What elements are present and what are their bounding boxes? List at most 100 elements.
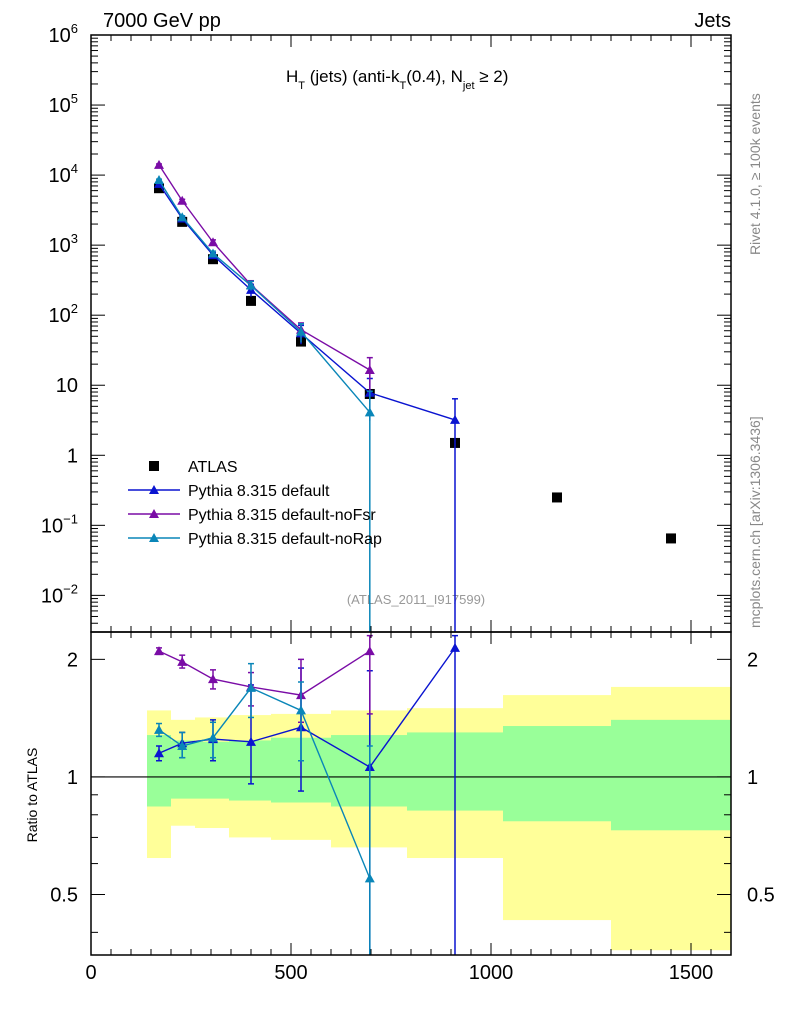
noRap-point-0 xyxy=(154,175,164,185)
legend: ATLAS Pythia 8.315 default Pythia 8.315 de… xyxy=(128,459,382,548)
noRap-ratio-line xyxy=(158,687,371,879)
main-plot-series xyxy=(154,159,676,632)
legend-label-default: Pythia 8.315 default xyxy=(188,483,330,500)
main-y-tick-label-4: 102 xyxy=(49,301,78,327)
atlas-data-point-3 xyxy=(246,295,256,306)
ratio-band-inner-7 xyxy=(503,726,611,822)
x-tick-label-0: 0 xyxy=(85,962,96,984)
main-y-tick-base-7: 10 xyxy=(41,515,63,537)
ratio-band-inner-3 xyxy=(229,740,271,801)
main-y-tick-base-8: 10 xyxy=(41,585,63,607)
noFsr-ratio-point-2 xyxy=(208,674,218,684)
main-y-tick-base-3: 10 xyxy=(49,235,71,257)
atlas-data-point-2 xyxy=(208,254,218,265)
noFsr-ratio-point-0 xyxy=(154,646,164,656)
main-y-tick-exp-3: 3 xyxy=(71,231,78,246)
noRap-ratio-point-3 xyxy=(246,682,256,692)
x-tick-label-1500: 1500 xyxy=(669,962,714,984)
main-y-tick-label-8: 10−2 xyxy=(41,581,78,607)
noRap-line xyxy=(158,179,371,413)
main-y-tick-base-1: 10 xyxy=(49,95,71,117)
ratio-y-tick-label-left-2: 2 xyxy=(67,649,78,671)
ratio-uncertainty-bands xyxy=(91,686,731,951)
noFsr-point-1 xyxy=(177,195,188,205)
title-part-t1: T xyxy=(298,80,305,92)
title-part-mid2: (0.4), N xyxy=(406,67,463,86)
default-point-6 xyxy=(450,414,460,424)
main-plot-title: HT (jets) (anti-kT(0.4), Njet ≥ 2) xyxy=(286,67,508,92)
main-y-tick-exp-1: 5 xyxy=(71,91,78,106)
rivet-version-label: Rivet 4.1.0, ≥ 100k events xyxy=(747,93,763,255)
title-part-t2: T xyxy=(399,80,406,92)
mcplots-reference-label: mcplots.cern.ch [arXiv:1306.3436] xyxy=(747,416,763,628)
noFsr-point-2 xyxy=(208,237,218,247)
legend-marker-noRap xyxy=(149,533,159,542)
ratio-band-inner-1 xyxy=(171,740,195,799)
main-y-tick-label-0: 106 xyxy=(49,21,78,47)
ratio-band-inner-8 xyxy=(611,719,731,831)
ratio-y-tick-label-right-1: 1 xyxy=(747,767,758,789)
title-part-jet: jet xyxy=(462,80,475,92)
header-energy-label: 7000 GeV pp xyxy=(103,10,221,32)
noFsr-ratio-point-1 xyxy=(177,656,188,666)
main-y-tick-exp-2: 4 xyxy=(71,161,78,176)
legend-label-noFsr: Pythia 8.315 default-noFsr xyxy=(188,507,376,524)
noRap-ratio-point-4 xyxy=(296,705,306,715)
main-y-tick-base-6: 1 xyxy=(67,445,78,467)
legend-label-noRap: Pythia 8.315 default-noRap xyxy=(188,531,382,548)
legend-marker-atlas xyxy=(149,461,159,471)
noRap-ratio-point-2 xyxy=(208,732,218,742)
noFsr-ratio-line xyxy=(158,650,371,696)
noRap-point-3 xyxy=(246,280,256,290)
noRap-point-2 xyxy=(208,248,218,258)
main-y-tick-base-4: 10 xyxy=(49,305,71,327)
ratio-plot-series xyxy=(154,634,460,955)
main-y-tick-exp-0: 6 xyxy=(71,21,78,36)
noRap-ratio-point-0 xyxy=(154,724,164,734)
main-y-tick-exp-7: −1 xyxy=(63,511,78,526)
main-y-tick-label-3: 103 xyxy=(49,231,78,257)
default-ratio-point-6 xyxy=(450,642,460,652)
x-tick-label-500: 500 xyxy=(274,962,307,984)
main-y-tick-base-5: 10 xyxy=(56,375,78,397)
legend-marker-noFsr xyxy=(149,509,159,518)
ratio-y-tick-label-left-0.5: 0.5 xyxy=(50,885,78,907)
noRap-ratio-point-1 xyxy=(177,741,188,751)
title-part-tail: ≥ 2) xyxy=(475,67,509,86)
title-part-h: H xyxy=(286,67,298,86)
title-part-mid1: (jets) (anti-k xyxy=(305,67,400,86)
main-y-tick-base-2: 10 xyxy=(49,165,71,187)
main-y-tick-label-1: 105 xyxy=(49,91,78,117)
x-tick-label-1000: 1000 xyxy=(469,962,514,984)
main-y-tick-label-5: 10 xyxy=(56,375,78,397)
noRap-ratio-point-5 xyxy=(364,873,375,883)
noRap-point-5 xyxy=(364,407,375,417)
main-plot-frame xyxy=(90,34,732,633)
atlas-data-point-8 xyxy=(666,533,676,544)
main-y-tick-exp-4: 2 xyxy=(71,301,78,316)
ratio-band-inner-2 xyxy=(195,741,229,799)
header-process-label: Jets xyxy=(694,10,731,32)
noFsr-ratio-point-5 xyxy=(364,646,375,656)
ratio-y-tick-label-left-1: 1 xyxy=(67,767,78,789)
legend-label-atlas: ATLAS xyxy=(188,459,238,476)
atlas-data-point-7 xyxy=(552,492,562,503)
noRap-point-1 xyxy=(177,212,188,222)
default-line xyxy=(158,183,456,421)
main-y-tick-base-0: 10 xyxy=(49,25,71,47)
ratio-y-tick-label-right-0.5: 0.5 xyxy=(747,885,775,907)
main-y-tick-exp-8: −2 xyxy=(63,581,78,596)
noFsr-point-5 xyxy=(364,364,375,374)
ratio-y-tick-label-right-2: 2 xyxy=(747,649,758,671)
noFsr-line xyxy=(158,164,371,371)
main-y-tick-label-7: 10−1 xyxy=(41,511,78,537)
atlas-data-point-0 xyxy=(154,183,164,194)
main-y-tick-label-6: 1 xyxy=(67,445,78,467)
legend-marker-default xyxy=(149,485,159,494)
noFsr-point-0 xyxy=(154,159,164,169)
default-ratio-point-0 xyxy=(154,748,164,758)
analysis-watermark: (ATLAS_2011_I917599) xyxy=(347,592,485,607)
main-y-tick-label-2: 104 xyxy=(49,161,78,187)
